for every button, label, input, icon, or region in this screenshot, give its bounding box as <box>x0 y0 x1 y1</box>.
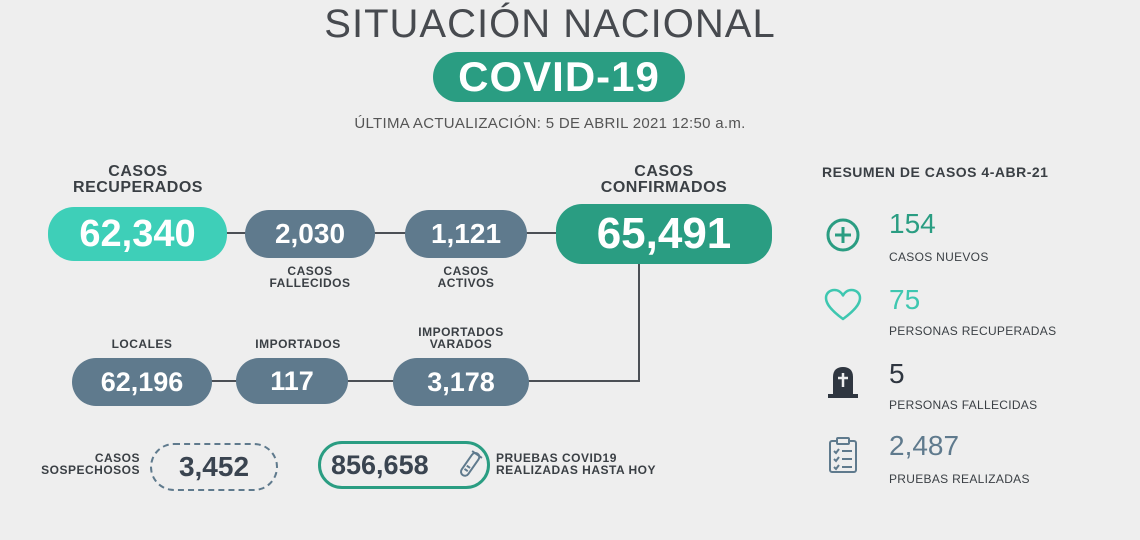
nuevos-value: 154 <box>889 208 936 239</box>
fallecidas-label: PERSONAS FALLECIDAS <box>889 398 1038 412</box>
tombstone-icon <box>828 367 858 398</box>
activos-value: 1,121 <box>405 210 527 258</box>
fallecidas-value: 5 <box>889 358 905 389</box>
pruebas-realizadas-label: PRUEBAS REALIZADAS <box>889 472 1030 486</box>
locales-label: LOCALES <box>111 337 173 351</box>
varados-label: IMPORTADOS VARADOS <box>418 325 504 351</box>
test-tube-icon <box>459 450 483 477</box>
covid-badge: COVID-19 <box>433 52 685 102</box>
recuperadas-value: 75 <box>889 284 921 315</box>
confirmados-label: CASOS CONFIRMADOS <box>600 163 728 196</box>
recuperados-value: 62,340 <box>48 207 227 261</box>
connector-row1 <box>200 232 580 234</box>
pruebas-value: 856,658 <box>331 450 429 480</box>
locales-value: 62,196 <box>72 358 212 406</box>
importados-label: IMPORTADOS <box>255 337 341 351</box>
confirmados-value: 65,491 <box>556 204 772 264</box>
heart-icon <box>824 288 862 321</box>
summary-heading: RESUMEN DE CASOS 4-ABR-21 <box>822 164 1049 180</box>
recuperados-label: CASOS RECUPERADOS <box>73 163 203 196</box>
sospechosos-label: CASOS SOSPECHOSOS <box>41 451 140 477</box>
plus-circle-icon <box>826 218 860 252</box>
pruebas-label: PRUEBAS COVID19 REALIZADAS HASTA HOY <box>496 451 656 477</box>
recuperadas-label: PERSONAS RECUPERADAS <box>889 324 1057 338</box>
page-title: SITUACIÓN NACIONAL <box>324 2 776 46</box>
last-updated: ÚLTIMA ACTUALIZACIÓN: 5 DE ABRIL 2021 12… <box>354 115 746 132</box>
activos-label: CASOS ACTIVOS <box>437 264 495 290</box>
clipboard-checklist-icon <box>829 437 857 473</box>
importados-value: 117 <box>236 358 348 404</box>
connector-vertical <box>638 262 640 382</box>
varados-value: 3,178 <box>393 358 529 406</box>
fallecidos-label: CASOS FALLECIDOS <box>269 264 351 290</box>
pruebas-pill: 856,658 <box>318 441 490 489</box>
sospechosos-value: 3,452 <box>150 443 278 491</box>
pruebas-realizadas-value: 2,487 <box>889 430 960 461</box>
fallecidos-value: 2,030 <box>245 210 375 258</box>
nuevos-label: CASOS NUEVOS <box>889 250 989 264</box>
